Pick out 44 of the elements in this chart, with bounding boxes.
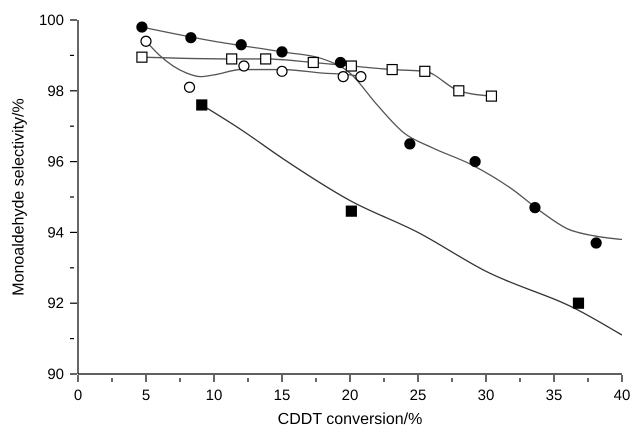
y-tick-label: 90 bbox=[47, 366, 64, 383]
point bbox=[140, 36, 152, 47]
x-tick-label: 10 bbox=[206, 387, 222, 404]
point bbox=[346, 60, 357, 72]
point bbox=[453, 85, 464, 96]
y-axis-title: Monoaldehyde selectivity/% bbox=[10, 98, 28, 296]
point bbox=[590, 237, 602, 249]
point bbox=[226, 53, 238, 65]
point bbox=[238, 60, 250, 72]
x-tick-label: 0 bbox=[74, 387, 82, 404]
x-tick-label: 15 bbox=[274, 387, 290, 404]
x-tick-label: 30 bbox=[478, 387, 494, 404]
y-tick-label: 96 bbox=[47, 154, 64, 171]
x-axis-title: CDDT conversion/% bbox=[278, 411, 422, 428]
point bbox=[185, 32, 196, 44]
point bbox=[355, 71, 366, 82]
point bbox=[470, 156, 481, 168]
point bbox=[276, 66, 288, 77]
point bbox=[196, 99, 208, 111]
point bbox=[184, 82, 196, 93]
x-tick-label: 20 bbox=[342, 387, 358, 404]
x-tick-label: 25 bbox=[410, 387, 426, 404]
point bbox=[136, 52, 148, 63]
point bbox=[346, 206, 357, 217]
point bbox=[572, 298, 584, 309]
x-tick-label: 5 bbox=[142, 387, 150, 404]
point bbox=[386, 64, 398, 76]
point bbox=[404, 138, 416, 150]
point bbox=[529, 202, 541, 214]
point bbox=[136, 21, 148, 33]
point bbox=[260, 53, 272, 65]
y-tick-label: 100 bbox=[38, 12, 64, 29]
point bbox=[276, 46, 288, 58]
y-tick-label: 92 bbox=[47, 295, 64, 312]
x-tick-label: 35 bbox=[546, 387, 562, 404]
point bbox=[334, 56, 346, 68]
point bbox=[308, 56, 319, 68]
point bbox=[236, 39, 247, 50]
point bbox=[419, 66, 430, 77]
y-tick-label: 98 bbox=[47, 82, 64, 100]
point bbox=[338, 71, 349, 82]
y-tick-label: 94 bbox=[47, 224, 64, 242]
x-tick-label: 40 bbox=[614, 387, 630, 404]
point bbox=[486, 90, 498, 102]
